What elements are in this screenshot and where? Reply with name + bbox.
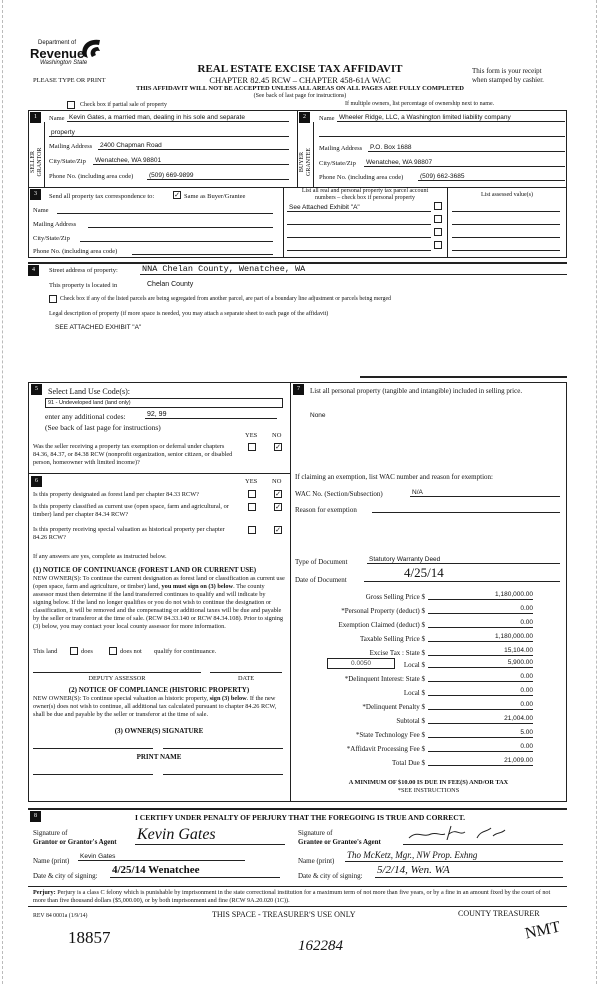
current-use-yes-checkbox[interactable] xyxy=(248,503,256,511)
scan-edge xyxy=(2,0,3,984)
personal-property-checkbox[interactable] xyxy=(434,215,442,223)
logo-swirl-icon xyxy=(82,39,100,58)
seller-phone[interactable]: (509) 669-9899 xyxy=(147,171,289,180)
grantor-signature[interactable]: Kevin Gates xyxy=(135,826,285,845)
historic-yes-checkbox[interactable] xyxy=(248,526,256,534)
handwritten-initials: NMT xyxy=(523,918,562,943)
affidavit-processing-fee[interactable]: 0.00 xyxy=(428,742,533,752)
grantee-signature-scribble-icon xyxy=(408,825,506,840)
grantor-print-name[interactable]: Kevin Gates xyxy=(78,852,245,861)
state-technology-fee[interactable]: 5.00 xyxy=(428,728,533,738)
form-title: REAL ESTATE EXCISE TAX AFFIDAVIT xyxy=(197,63,403,75)
buyer-name-field-2[interactable] xyxy=(319,128,565,137)
buyer-name-field[interactable]: Wheeler Ridge, LLC, a Washington limited… xyxy=(337,113,565,122)
excise-tax-state[interactable]: 15,104.00 xyxy=(428,646,533,656)
sections-5-7-box xyxy=(28,382,567,802)
assessed-value-field[interactable] xyxy=(452,229,560,238)
parcel-number-field[interactable]: See Attached Exhibit "A" xyxy=(287,203,431,212)
document-date-field[interactable]: 4/25/14 xyxy=(364,566,560,582)
grantee-date-city[interactable]: 5/2/14, Wen. WA xyxy=(375,864,563,878)
assessed-value-field[interactable] xyxy=(452,203,560,212)
exemption-claimed[interactable]: 0.00 xyxy=(428,618,533,628)
correspondence-city[interactable] xyxy=(80,233,273,242)
street-address-field[interactable]: NNA Chelan County, Wenatchee, WA xyxy=(140,264,567,275)
correspondence-phone[interactable] xyxy=(132,246,273,255)
assessed-value-field[interactable] xyxy=(452,242,560,251)
correspondence-name[interactable] xyxy=(57,205,273,214)
does-not-qualify-checkbox[interactable] xyxy=(109,647,117,655)
partial-sale-checkbox[interactable] xyxy=(67,101,75,109)
document-type-field[interactable]: Statutory Warranty Deed xyxy=(367,555,560,564)
legal-description: SEE ATTACHED EXHIBIT "A" xyxy=(55,324,142,331)
current-use-no-checkbox[interactable]: ✓ xyxy=(274,503,282,511)
historic-no-checkbox[interactable]: ✓ xyxy=(274,526,282,534)
forest-yes-checkbox[interactable] xyxy=(248,490,256,498)
local-rate-field[interactable]: 0.0050 xyxy=(327,658,395,669)
personal-property-checkbox[interactable] xyxy=(434,202,442,210)
delinquent-interest-state[interactable]: 0.00 xyxy=(428,672,533,682)
delinquent-penalty[interactable]: 0.00 xyxy=(428,700,533,710)
exemption-reason-field[interactable] xyxy=(372,504,560,513)
perjury-notice: Perjury: Perjury is a class C felony whi… xyxy=(33,889,551,904)
handwritten-number: 162284 xyxy=(298,938,343,954)
personal-property-checkbox[interactable] xyxy=(434,228,442,236)
personal-property-value: None xyxy=(310,412,326,419)
exempt-yes-checkbox[interactable] xyxy=(248,443,256,451)
personal-property-deduct[interactable]: 0.00 xyxy=(428,604,533,614)
assessed-value-field[interactable] xyxy=(452,216,560,225)
exempt-no-checkbox[interactable]: ✓ xyxy=(274,443,282,451)
delinquent-interest-local[interactable]: 0.00 xyxy=(428,686,533,696)
wac-number-field[interactable]: N/A xyxy=(410,488,560,497)
parcel-number-field[interactable] xyxy=(287,216,431,225)
grantor-date-city[interactable]: 4/25/14 Wenatchee xyxy=(110,864,280,878)
forest-no-checkbox[interactable]: ✓ xyxy=(274,490,282,498)
does-qualify-checkbox[interactable] xyxy=(70,647,78,655)
buyer-city-state-zip[interactable]: Wenatchee, WA 98807 xyxy=(364,158,565,167)
additional-codes-field[interactable]: 92, 99 xyxy=(145,410,277,419)
excise-tax-local[interactable]: 5,900.00 xyxy=(428,658,533,668)
buyer-mailing-address[interactable]: P.O. Box 1688 xyxy=(368,143,565,152)
segregated-checkbox[interactable] xyxy=(49,295,57,303)
buyer-phone[interactable]: (509) 662-3685 xyxy=(418,172,565,181)
gross-selling-price[interactable]: 1,180,000.00 xyxy=(428,590,533,600)
same-as-buyer-checkbox[interactable]: ✓ xyxy=(173,191,181,199)
parcel-number-field[interactable] xyxy=(287,229,431,238)
parcel-number-field[interactable] xyxy=(287,242,431,251)
total-due[interactable]: 21,009.00 xyxy=(428,756,533,766)
seller-city-state-zip[interactable]: Wenatchee, WA 98801 xyxy=(93,156,289,165)
grantee-print-name[interactable]: Tho McKetz, Mgr., NW Prop. Exhng xyxy=(345,849,563,862)
personal-property-checkbox[interactable] xyxy=(434,241,442,249)
correspondence-mail[interactable] xyxy=(88,219,273,228)
handwritten-number: 18857 xyxy=(68,928,111,947)
seller-name-field[interactable]: Kevin Gates, a married man, dealing in h… xyxy=(67,113,289,122)
grantee-signature[interactable] xyxy=(403,825,563,845)
taxable-selling-price[interactable]: 1,180,000.00 xyxy=(428,632,533,642)
seller-mailing-address[interactable]: 2400 Chapman Road xyxy=(98,141,289,150)
subtotal[interactable]: 21,004.00 xyxy=(428,714,533,724)
seller-name-field-2[interactable]: property xyxy=(49,128,289,137)
scan-edge xyxy=(596,0,597,984)
land-use-select[interactable]: 91 - Undeveloped land (land only) xyxy=(45,398,283,408)
county-value: Chelan County xyxy=(147,281,194,288)
